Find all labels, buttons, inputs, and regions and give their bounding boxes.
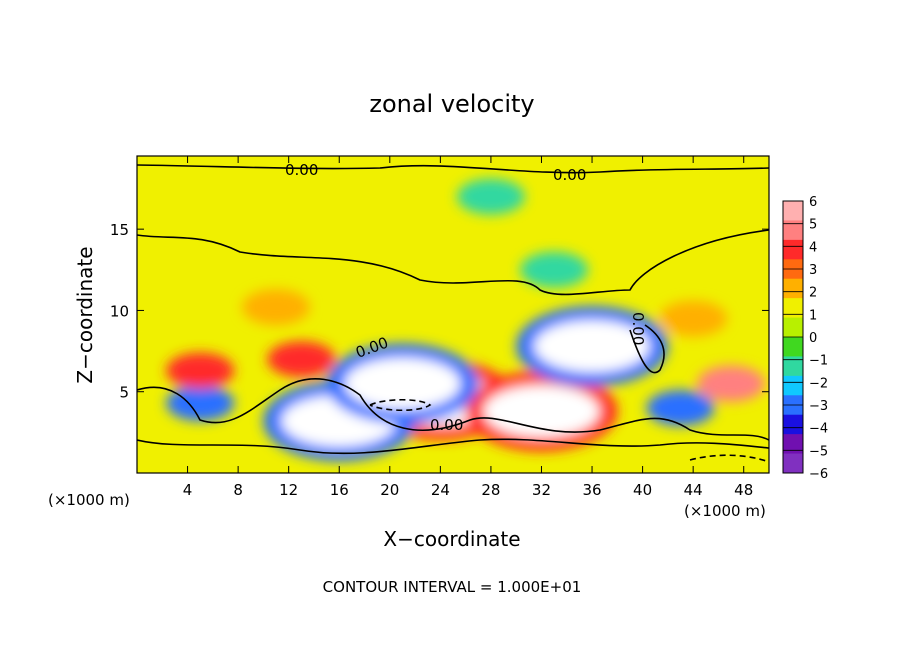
colorbar-label: 1 (809, 308, 817, 323)
colorbar-label: −3 (809, 399, 828, 414)
colorbar-label: 5 (809, 218, 817, 233)
colorbar-swatch (783, 278, 803, 299)
field-blob (483, 385, 600, 438)
zero-contour (689, 454, 769, 463)
plot-area: 0.00 0.00 0.00 0.00 0.00 (137, 156, 769, 473)
colorbar-swatch (783, 375, 803, 396)
zero-contour (137, 378, 769, 441)
x-tick-label: 24 (431, 481, 450, 499)
contour-label: 0.00 (629, 312, 647, 345)
zero-contour (137, 164, 769, 174)
x-axis-label: X−coordinate (383, 527, 520, 551)
colorbar-label: −1 (809, 354, 828, 369)
x-unit-right: (×1000 m) (684, 502, 766, 520)
colorbar-swatch (783, 356, 803, 377)
colorbar-label: −2 (809, 376, 828, 391)
colorbar-swatch (783, 220, 803, 241)
x-tick-label: 40 (633, 481, 652, 499)
field-blob (166, 352, 235, 389)
y-axis-label: Z−coordinate (73, 246, 97, 383)
contour-interval-note: CONTOUR INTERVAL = 1.000E+01 (323, 578, 582, 596)
chart-title: zonal velocity (369, 90, 534, 118)
colorbar-label: −4 (809, 422, 828, 437)
field-blob (659, 300, 728, 337)
y-axis: 5 10 15 (110, 221, 769, 402)
colorbar-swatch (783, 317, 803, 338)
x-unit-left: (×1000 m) (48, 491, 130, 509)
colorbar-label: 6 (809, 195, 817, 210)
field-blob (520, 251, 589, 288)
field-blob (697, 365, 766, 402)
contour-label: 0.00 (553, 166, 586, 184)
x-tick-label: 8 (233, 481, 243, 499)
colorbar-label: 0 (809, 331, 817, 346)
field-blob (242, 289, 311, 326)
x-tick-label: 32 (532, 481, 551, 499)
x-axis: 4 8 12 16 20 24 28 32 36 40 44 48 (183, 156, 753, 499)
field-blob (646, 389, 715, 426)
colorbar: 6 5 4 3 2 1 0 −1 −2 −3 −4 −5 −6 (782, 195, 828, 482)
x-tick-label: 4 (183, 481, 193, 499)
contour-label: 0.00 (285, 161, 318, 179)
y-tick-label: 15 (110, 221, 129, 239)
y-tick-label: 5 (119, 384, 129, 402)
colorbar-label: 4 (809, 240, 817, 255)
plot-frame (136, 155, 770, 474)
x-tick-label: 12 (279, 481, 298, 499)
field-blob (534, 320, 651, 373)
zero-contour (137, 438, 769, 455)
x-tick-label: 28 (481, 481, 500, 499)
x-tick-label: 48 (734, 481, 753, 499)
zero-contour (369, 398, 432, 412)
field-blob (456, 178, 525, 215)
field-blob (166, 385, 235, 422)
colorbar-swatch (783, 434, 803, 455)
x-tick-label: 20 (380, 481, 399, 499)
contour-label: 0.00 (430, 416, 463, 434)
colorbar-swatch (783, 298, 803, 319)
colorbar-label: 2 (809, 286, 817, 301)
y-tick-label: 10 (110, 302, 129, 320)
colorbar-swatch (783, 201, 803, 221)
field-blob (344, 357, 461, 410)
colorbar-label: −5 (809, 444, 828, 459)
field-blob (267, 341, 336, 378)
zero-contour (629, 324, 665, 374)
colorbar-swatch (783, 239, 803, 260)
colorbar-swatch (783, 337, 803, 357)
x-tick-label: 16 (330, 481, 349, 499)
x-tick-label: 36 (582, 481, 601, 499)
colorbar-swatch (783, 453, 803, 474)
zero-contour (137, 229, 769, 296)
colorbar-swatch (783, 414, 803, 435)
colorbar-label: 3 (809, 263, 817, 278)
colorbar-label: −6 (809, 467, 828, 482)
x-tick-label: 44 (684, 481, 703, 499)
